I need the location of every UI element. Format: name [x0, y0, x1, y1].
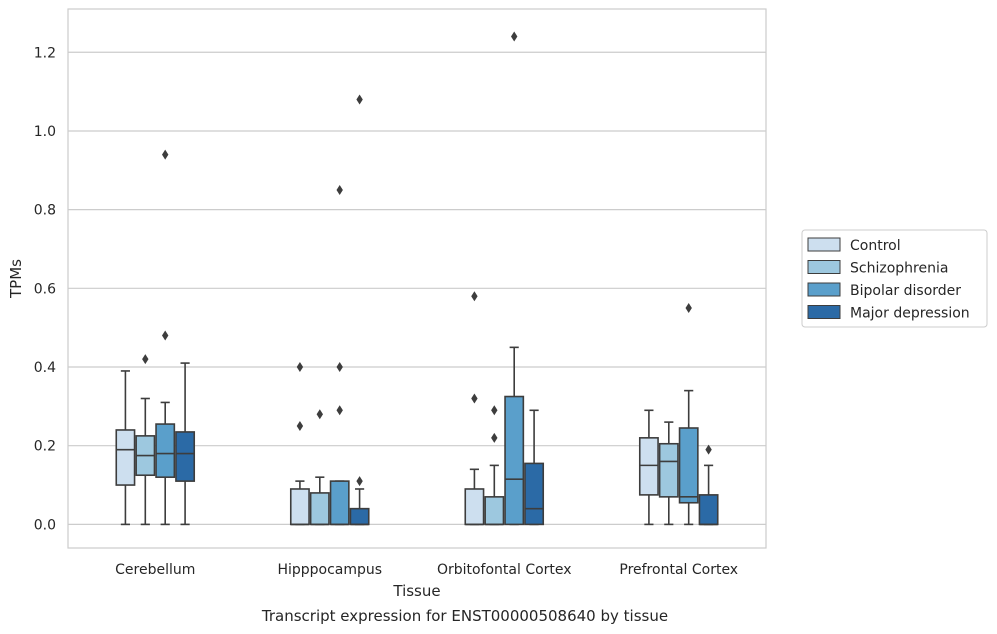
outlier-point	[356, 476, 363, 487]
box-body	[349, 507, 370, 526]
legend-swatch	[807, 282, 841, 297]
y-tick-label: 1.0	[34, 124, 56, 140]
box-1-3	[349, 488, 370, 526]
x-tick-label: Prefrontal Cortex	[619, 562, 738, 578]
outlier-point	[161, 330, 169, 341]
y-tick-labels: 0.0 0.2 0.4 0.6 0.8 1.0 1.2	[34, 45, 56, 533]
box-3-0	[638, 409, 659, 526]
x-tick-label: Orbitofontal Cortex	[437, 562, 572, 578]
outlier-point	[296, 421, 304, 432]
legend-label: Control	[850, 238, 901, 254]
y-axis-label: TPMs	[7, 259, 25, 299]
box-3-3	[698, 464, 719, 526]
outlier-point	[491, 405, 498, 416]
outlier-point	[142, 354, 149, 365]
outlier-point	[356, 94, 363, 105]
box-0-2	[155, 401, 176, 526]
y-tick-label: 0.6	[34, 281, 56, 297]
outlier-point	[336, 184, 343, 195]
box-body	[524, 462, 545, 526]
box-plots	[115, 346, 719, 526]
outlier-point	[685, 303, 692, 314]
outlier-point	[161, 149, 169, 160]
box-0-3	[175, 362, 196, 526]
y-tick-label: 0.0	[34, 517, 56, 533]
box-3-1	[658, 421, 679, 526]
outlier-point	[471, 291, 478, 302]
outlier-point	[705, 444, 712, 455]
outlier-point	[296, 362, 304, 373]
x-tick-label: Cerebellum	[115, 562, 195, 578]
legend-label: Schizophrenia	[850, 261, 948, 277]
plot-frame	[67, 8, 767, 549]
box-body	[309, 492, 330, 526]
legend-frame	[801, 229, 988, 328]
chart-caption: Transcript expression for ENST0000050864…	[261, 607, 668, 625]
box-body	[638, 437, 659, 496]
legend-swatch	[807, 305, 841, 319]
outlier-point	[510, 31, 518, 42]
outlier-point	[336, 405, 343, 416]
box-2-0	[464, 468, 485, 526]
box-2-2	[504, 346, 525, 526]
box-0-0	[115, 370, 136, 526]
y-tick-label: 1.2	[34, 45, 56, 61]
box-body	[155, 423, 176, 478]
box-body	[484, 496, 505, 526]
legend-swatch	[807, 237, 841, 252]
x-axis-label: Tissue	[392, 582, 440, 600]
legend: Control Schizophrenia Bipolar disorder Majo…	[801, 229, 988, 328]
outlier-point	[316, 409, 324, 420]
box-body	[329, 480, 350, 526]
box-body	[678, 427, 699, 504]
box-body	[464, 488, 485, 526]
box-body	[698, 494, 719, 526]
y-tick-label: 0.2	[34, 439, 56, 455]
box-1-0	[289, 480, 310, 526]
box-1-2	[329, 480, 350, 526]
legend-label: Bipolar disorder	[850, 283, 961, 299]
box-3-2	[678, 389, 699, 526]
y-tick-label: 0.4	[34, 360, 56, 376]
outlier-point	[471, 393, 478, 404]
box-2-1	[484, 464, 505, 526]
legend-swatch	[807, 260, 841, 274]
y-tick-label: 0.8	[34, 203, 56, 219]
x-tick-label: Hipppocampus	[277, 562, 382, 578]
box-body	[175, 431, 196, 482]
box-2-3	[524, 409, 545, 526]
outlier-points	[142, 31, 712, 487]
x-tick-labels: Cerebellum Hipppocampus Orbitofontal Corte…	[115, 562, 738, 578]
box-0-1	[135, 397, 156, 526]
outlier-point	[336, 362, 343, 373]
box-body	[504, 395, 525, 526]
legend-label: Major depression	[850, 306, 970, 322]
box-body	[658, 442, 679, 498]
box-body	[115, 429, 136, 486]
box-body	[289, 488, 310, 526]
outlier-point	[491, 432, 498, 443]
box-1-1	[309, 476, 330, 526]
